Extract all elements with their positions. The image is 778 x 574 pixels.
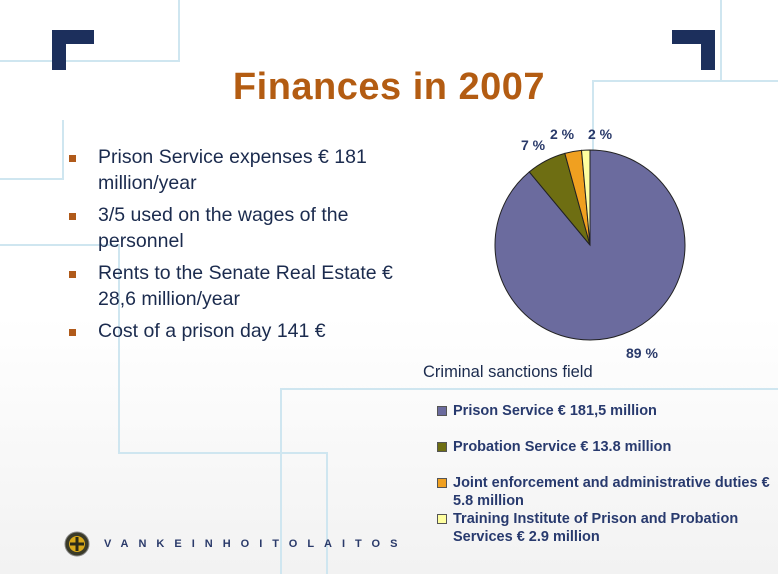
bg-line (326, 452, 328, 574)
emblem-icon (64, 531, 90, 557)
legend-swatch (437, 514, 447, 524)
bullet-text: Prison Service expenses € 181 million/ye… (98, 146, 367, 194)
pie-pct-label: 2 % (588, 126, 613, 142)
footer-logo: VANKEINHOITOLAITOS (64, 531, 407, 557)
legend-swatch (437, 442, 447, 452)
bullet-item: Cost of a prison day 141 € (66, 318, 406, 344)
legend-label: Probation Service € 13.8 million (453, 439, 672, 455)
pie-pct-label: 2 % (550, 126, 575, 142)
legend-item: Probation Service € 13.8 million (437, 438, 777, 456)
logo-text: VANKEINHOITOLAITOS (104, 538, 408, 550)
bg-line (280, 388, 778, 390)
bg-line (592, 80, 778, 82)
bg-line (0, 244, 120, 246)
bullet-item: Prison Service expenses € 181 million/ye… (66, 144, 406, 196)
legend-item: Prison Service € 181,5 million (437, 402, 777, 420)
bg-line (720, 0, 722, 80)
pie-pct-label: 89 % (626, 345, 658, 361)
bullet-square-icon (69, 213, 76, 220)
bullet-square-icon (69, 271, 76, 278)
legend-label: Training Institute of Prison and Probati… (453, 511, 739, 545)
legend-label: Joint enforcement and administrative dut… (453, 475, 770, 509)
pie-chart (494, 149, 686, 341)
legend-swatch (437, 478, 447, 488)
chart-legend: Prison Service € 181,5 million Probation… (437, 402, 777, 546)
slide-title: Finances in 2007 (232, 66, 546, 108)
bullet-text: Cost of a prison day 141 € (98, 320, 326, 342)
bg-line (0, 178, 62, 180)
bullet-item: Rents to the Senate Real Estate € 28,6 m… (66, 260, 406, 312)
bg-line (0, 60, 180, 62)
bg-line (118, 452, 328, 454)
bg-line (178, 0, 180, 60)
chart-title: Criminal sanctions field (423, 363, 593, 381)
bullet-text: 3/5 used on the wages of the personnel (98, 204, 349, 252)
legend-swatch (437, 406, 447, 416)
bullet-item: 3/5 used on the wages of the personnel (66, 202, 406, 254)
legend-item: Joint enforcement and administrative dut… (437, 474, 777, 510)
pie-slice (580, 149, 591, 246)
legend-item: Training Institute of Prison and Probati… (437, 510, 777, 546)
legend-label: Prison Service € 181,5 million (453, 403, 657, 419)
bullet-text: Rents to the Senate Real Estate € 28,6 m… (98, 262, 393, 310)
bullet-square-icon (69, 155, 76, 162)
bg-line (118, 244, 120, 454)
bullet-list: Prison Service expenses € 181 million/ye… (66, 144, 406, 350)
bg-line (592, 80, 594, 200)
bg-line (280, 388, 282, 574)
pie-pct-label: 7 % (521, 137, 546, 153)
bullet-square-icon (69, 329, 76, 336)
bg-line (62, 120, 64, 180)
